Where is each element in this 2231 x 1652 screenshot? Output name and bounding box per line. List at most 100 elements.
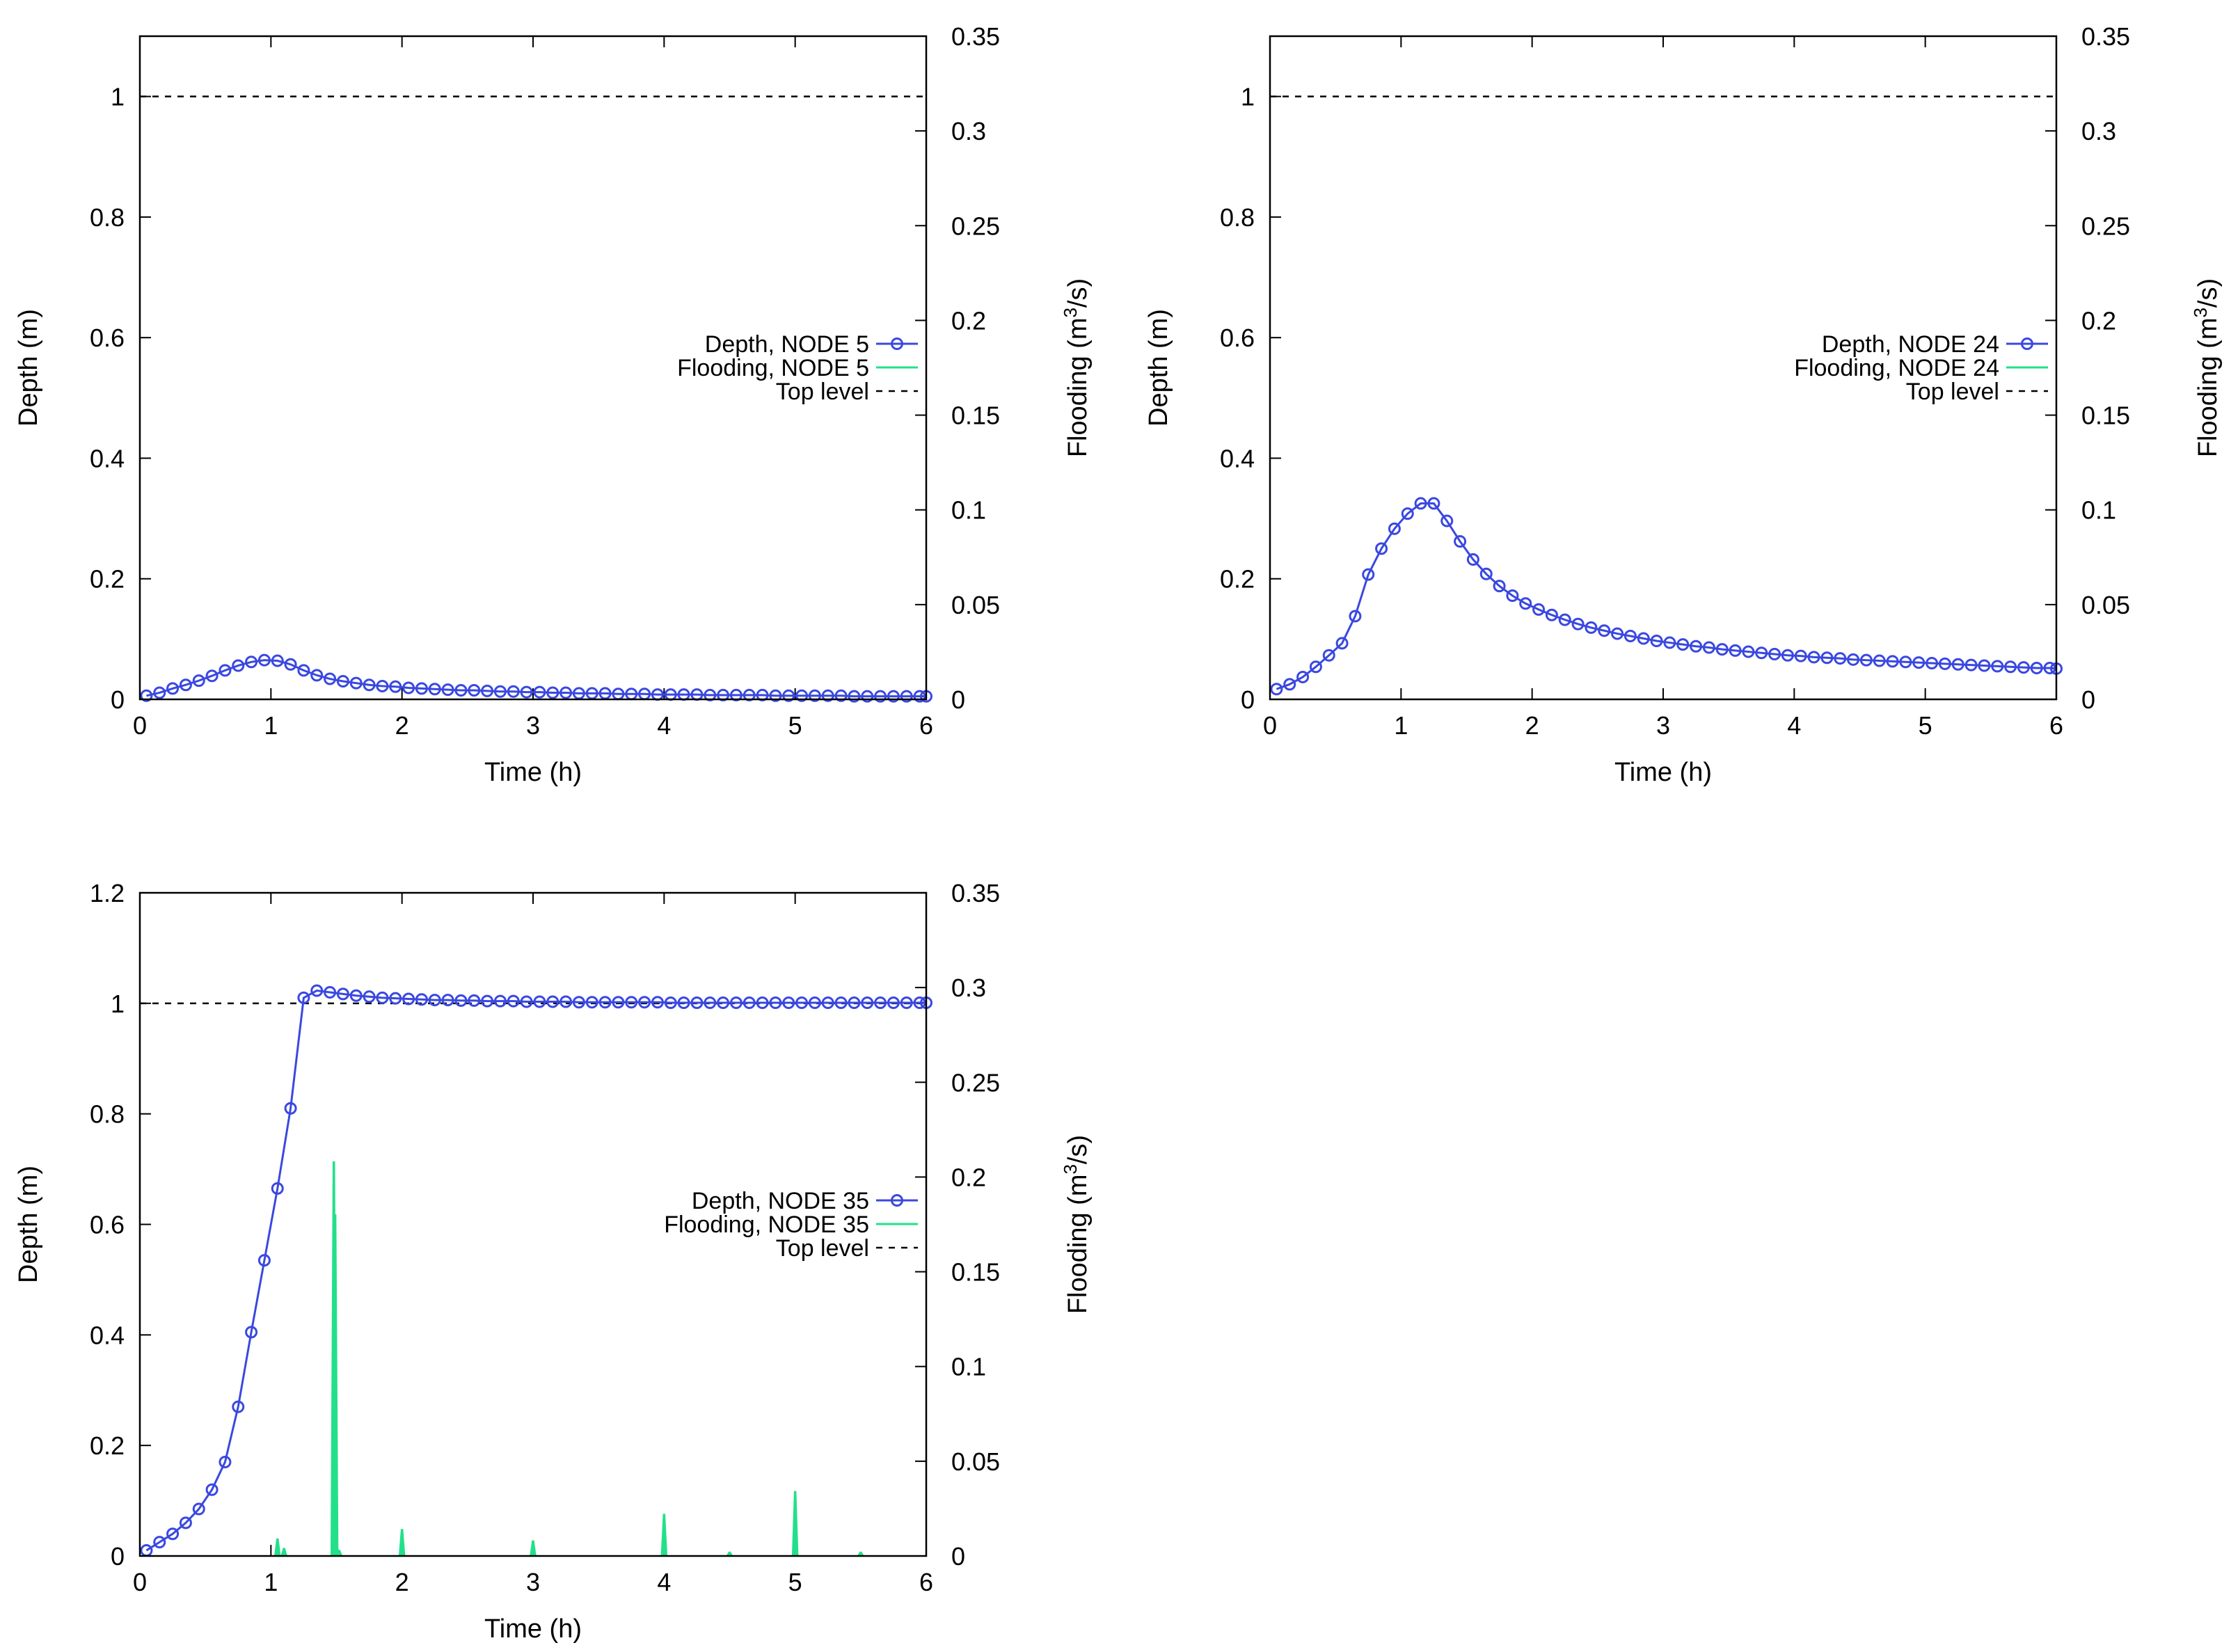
- depth-marker: [1479, 567, 1493, 580]
- flooding-spike: [280, 1548, 288, 1557]
- y2-axis-title-tail: /s): [2193, 278, 2223, 308]
- y-tick-label: 0.2: [1220, 565, 1255, 594]
- x-tick-label: 4: [657, 1568, 671, 1596]
- depth-marker: [1545, 608, 1558, 621]
- depth-marker: [336, 675, 349, 688]
- depth-marker: [717, 688, 730, 701]
- depth-marker: [1650, 634, 1663, 647]
- depth-marker: [1715, 643, 1729, 656]
- depth-marker: [428, 683, 441, 696]
- depth-marker: [861, 996, 874, 1010]
- depth-marker: [782, 996, 795, 1010]
- depth-marker: [1794, 649, 1807, 662]
- flooding-spike: [273, 1538, 281, 1557]
- depth-line: [1276, 502, 2057, 690]
- depth-marker: [507, 994, 520, 1008]
- depth-marker: [1978, 659, 1991, 672]
- depth-marker: [1349, 610, 1362, 623]
- y2-axis-title-tail: /s): [1063, 1135, 1093, 1164]
- depth-marker: [1807, 651, 1820, 664]
- legend-label: Depth, NODE 35: [692, 1188, 869, 1214]
- legend-label: Flooding, NODE 5: [677, 355, 869, 381]
- depth-marker: [402, 681, 415, 694]
- y2-tick-label: 0.35: [951, 879, 1000, 907]
- depth-marker: [834, 996, 848, 1010]
- depth-marker: [1991, 660, 2004, 673]
- x-tick-label: 1: [264, 711, 278, 740]
- depth-marker: [1454, 535, 1467, 548]
- depth-marker: [336, 987, 349, 1001]
- depth-marker: [428, 994, 441, 1007]
- depth-marker: [1270, 683, 1283, 696]
- depth-marker: [140, 689, 153, 702]
- depth-marker: [651, 996, 664, 1009]
- plot-frame: [138, 891, 928, 1557]
- depth-marker: [232, 1400, 245, 1413]
- depth-marker: [1506, 589, 1519, 602]
- depth-marker: [1401, 507, 1414, 521]
- depth-marker: [533, 995, 546, 1008]
- depth-marker: [756, 688, 769, 701]
- depth-marker: [2004, 660, 2017, 674]
- x-tick-label: 3: [526, 1568, 540, 1596]
- depth-marker: [1283, 678, 1296, 691]
- depth-marker: [297, 991, 310, 1004]
- depth-marker: [284, 1102, 297, 1115]
- x-tick-label: 5: [788, 1568, 802, 1596]
- depth-marker: [704, 996, 717, 1010]
- y2-axis-title-tail: /s): [1063, 278, 1093, 308]
- depth-marker: [782, 689, 795, 702]
- depth-marker: [271, 654, 284, 667]
- x-tick-label: 3: [1656, 711, 1670, 740]
- depth-marker: [1427, 497, 1440, 510]
- y2-tick-label: 0: [2081, 685, 2095, 714]
- depth-marker: [874, 996, 887, 1010]
- depth-marker: [245, 656, 258, 669]
- depth-marker: [1309, 660, 1322, 674]
- x-tick-label: 6: [919, 1568, 933, 1596]
- y-tick-label: 0: [111, 1542, 125, 1571]
- y-tick-label: 0.4: [90, 1321, 125, 1349]
- depth-marker: [520, 685, 533, 699]
- depth-marker: [1847, 653, 1860, 666]
- depth-marker: [1938, 657, 1951, 670]
- x-axis-title: Time (h): [1614, 758, 1712, 787]
- depth-marker: [1623, 630, 1637, 643]
- depth-marker: [1440, 514, 1454, 527]
- depth-marker: [585, 996, 598, 1009]
- legend-label: Flooding, NODE 35: [664, 1212, 869, 1238]
- depth-marker: [1532, 603, 1546, 616]
- depth-marker: [402, 992, 415, 1006]
- depth-marker: [612, 996, 625, 1009]
- y-tick-label: 0.6: [90, 1211, 125, 1239]
- y2-tick-label: 0.25: [951, 212, 1000, 240]
- depth-marker: [900, 996, 913, 1010]
- depth-marker: [454, 684, 468, 697]
- y-tick-label: 0.2: [90, 565, 125, 594]
- y2-tick-label: 0.1: [951, 1353, 986, 1381]
- y-tick-label: 0: [1241, 685, 1255, 714]
- y2-tick-label: 0.35: [2081, 22, 2130, 51]
- depth-marker: [1362, 568, 1375, 581]
- x-axis-title: Time (h): [484, 758, 582, 787]
- depth-marker: [192, 674, 205, 688]
- depth-marker: [310, 984, 324, 997]
- depth-marker: [153, 1536, 166, 1549]
- legend-label: Depth, NODE 24: [1822, 331, 1999, 358]
- depth-marker: [415, 993, 428, 1006]
- depth-marker: [717, 996, 730, 1010]
- depth-marker: [1820, 651, 1834, 665]
- legend-depth-marker: [891, 337, 903, 350]
- depth-marker: [677, 996, 690, 1010]
- y2-tick-label: 0.2: [951, 306, 986, 335]
- depth-marker: [219, 1455, 232, 1468]
- plot-frame: [1269, 35, 2058, 701]
- flooding-spike: [660, 1514, 668, 1557]
- x-tick-label: 0: [133, 711, 147, 740]
- legend-depth-marker: [2021, 337, 2033, 350]
- depth-marker: [376, 991, 389, 1004]
- depth-marker: [638, 996, 651, 1009]
- x-tick-label: 2: [395, 1568, 409, 1596]
- depth-marker: [821, 996, 834, 1010]
